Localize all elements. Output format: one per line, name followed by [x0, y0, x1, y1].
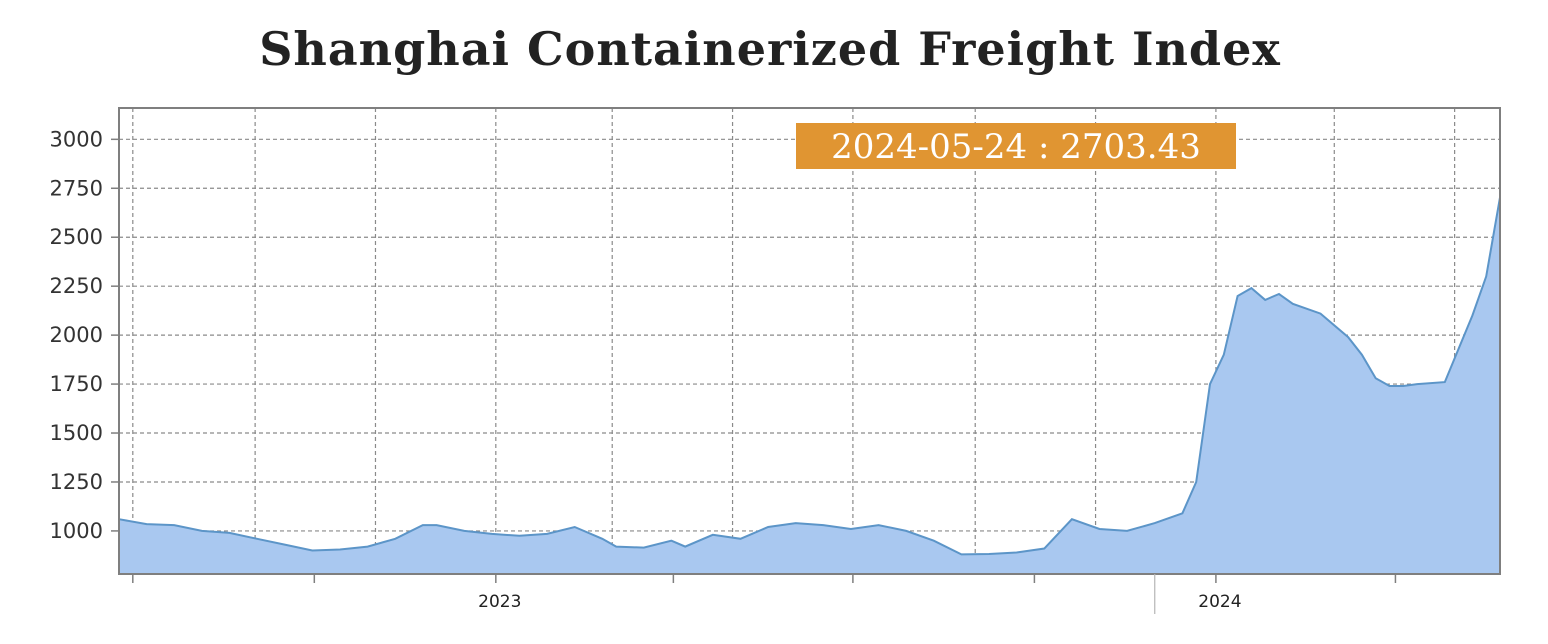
x-tick-label: 2023 [478, 592, 521, 612]
area-layer [118, 197, 1501, 574]
x-tick-label: 2024 [1198, 592, 1241, 612]
value-callout-text: 2024-05-24 : 2703.43 [831, 127, 1201, 167]
y-tick-label: 2250 [50, 274, 103, 298]
series-line [118, 197, 1501, 556]
y-tick-label: 3000 [50, 127, 103, 151]
y-tick-label: 1250 [50, 470, 103, 494]
y-tick-label: 2000 [50, 323, 103, 347]
y-tick-label: 1500 [50, 421, 103, 445]
y-tick-label: 2750 [50, 176, 103, 200]
value-callout-box [796, 123, 1236, 169]
axis-layer: 1000 1250 1500 1750 2000 2250 2500 2750 3000 2023… [50, 127, 1397, 614]
y-tick-label: 1000 [50, 519, 103, 543]
plot-frame [118, 107, 1501, 575]
y-tick-label: 1750 [50, 372, 103, 396]
chart-title: Shanghai Containerized Freight Index [259, 22, 1281, 76]
area-fill [119, 197, 1500, 574]
value-callout: 2024-05-24 : 2703.43 [796, 123, 1236, 169]
y-tick-label: 2500 [50, 225, 103, 249]
